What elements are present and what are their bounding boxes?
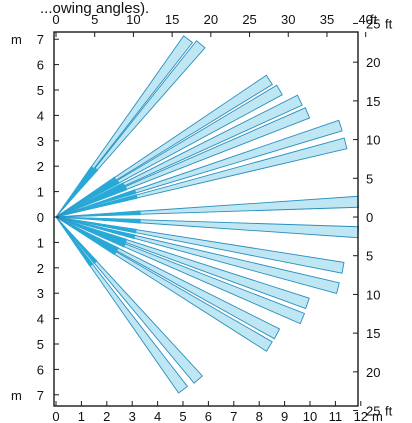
right-ft-tick-label: 25 xyxy=(366,16,380,31)
detection-beam-core xyxy=(56,217,141,224)
detection-beam-core xyxy=(56,217,136,240)
bottom-m-tick-label: 4 xyxy=(154,409,161,423)
left-m-unit-top: m xyxy=(11,32,22,47)
detection-beam-core xyxy=(56,217,126,248)
caption-fragment: ...owing angles). xyxy=(40,0,149,17)
top-ft-tick-label: 15 xyxy=(165,12,179,27)
top-ft-tick-label: 25 xyxy=(242,12,256,27)
left-m-tick-label: 1 xyxy=(37,235,44,250)
right-ft-tick-label: 15 xyxy=(366,326,380,341)
left-m-tick-label: 7 xyxy=(37,388,44,403)
left-m-tick-label: 6 xyxy=(37,362,44,377)
bottom-m-tick-label: 2 xyxy=(103,409,110,423)
right-ft-tick-label: 5 xyxy=(366,171,373,186)
right-ft-tick-label: 10 xyxy=(366,133,380,148)
bottom-m-tick-label: 0 xyxy=(52,409,59,423)
bottom-m-tick-label: 7 xyxy=(230,409,237,423)
bottom-m-tick-label: 8 xyxy=(256,409,263,423)
right-ft-tick-label: 0 xyxy=(366,210,373,225)
plot-frame xyxy=(53,31,359,407)
right-ft-unit-top: ft xyxy=(385,16,393,31)
detection-beam-core xyxy=(56,182,126,217)
detection-beam-core xyxy=(56,185,128,217)
right-ft-tick-label: 5 xyxy=(366,249,373,264)
bottom-m-tick-label: 1 xyxy=(78,409,85,423)
left-m-tick-label: 6 xyxy=(37,58,44,73)
bottom-m-tick-label: 3 xyxy=(129,409,136,423)
bottom-m-tick-label: 12 xyxy=(354,409,368,423)
left-m-tick-label: 0 xyxy=(37,210,44,225)
detection-beam-core xyxy=(56,217,117,256)
top-ft-tick-label: 30 xyxy=(281,12,295,27)
detection-beam-core xyxy=(56,210,141,217)
left-m-tick-label: 1 xyxy=(37,185,44,200)
detection-beam-core xyxy=(56,217,98,265)
left-m-tick-label: 2 xyxy=(37,261,44,276)
detection-beam-core xyxy=(56,179,120,217)
left-m-tick-label: 5 xyxy=(37,83,44,98)
tick-marks xyxy=(54,22,367,412)
bottom-m-tick-label: 9 xyxy=(281,409,288,423)
left-m-tick-label: 3 xyxy=(37,286,44,301)
bottom-m-tick-label: 10 xyxy=(303,409,317,423)
bottom-m-tick-label: 11 xyxy=(329,409,343,423)
detection-beam-core xyxy=(56,217,137,234)
right-ft-tick-label: 20 xyxy=(366,365,380,380)
bottom-m-tick-label: 5 xyxy=(179,409,186,423)
left-m-unit-bottom: m xyxy=(11,388,22,403)
left-m-tick-label: 4 xyxy=(37,108,44,123)
left-m-tick-label: 4 xyxy=(37,312,44,327)
top-ft-tick-label: 40 xyxy=(358,12,372,27)
left-m-tick-label: 3 xyxy=(37,134,44,149)
top-ft-tick-label: 10 xyxy=(126,12,140,27)
detection-beam-core xyxy=(56,189,137,217)
left-m-tick-label: 7 xyxy=(37,32,44,47)
bottom-m-tick-label: 6 xyxy=(205,409,212,423)
top-ft-unit: ft xyxy=(370,12,378,27)
left-m-tick-label: 5 xyxy=(37,337,44,352)
beam-group xyxy=(55,35,360,394)
left-m-tick-label: 2 xyxy=(37,159,44,174)
right-ft-unit-bottom: ft xyxy=(385,404,393,419)
detection-beam-core xyxy=(56,217,94,267)
detection-beam-core xyxy=(56,176,118,217)
top-ft-tick-label: 20 xyxy=(204,12,218,27)
top-ft-tick-label: 5 xyxy=(91,12,98,27)
top-ft-tick-label: 0 xyxy=(52,12,59,27)
right-ft-tick-label: 15 xyxy=(366,94,380,109)
bottom-m-unit: m xyxy=(372,409,383,423)
detection-beam-core xyxy=(56,167,99,217)
right-ft-tick-label: 25 xyxy=(366,404,380,419)
right-ft-tick-label: 20 xyxy=(366,55,380,70)
top-ft-tick-label: 35 xyxy=(320,12,334,27)
right-ft-tick-label: 10 xyxy=(366,287,380,302)
detection-beam-core xyxy=(56,194,138,217)
